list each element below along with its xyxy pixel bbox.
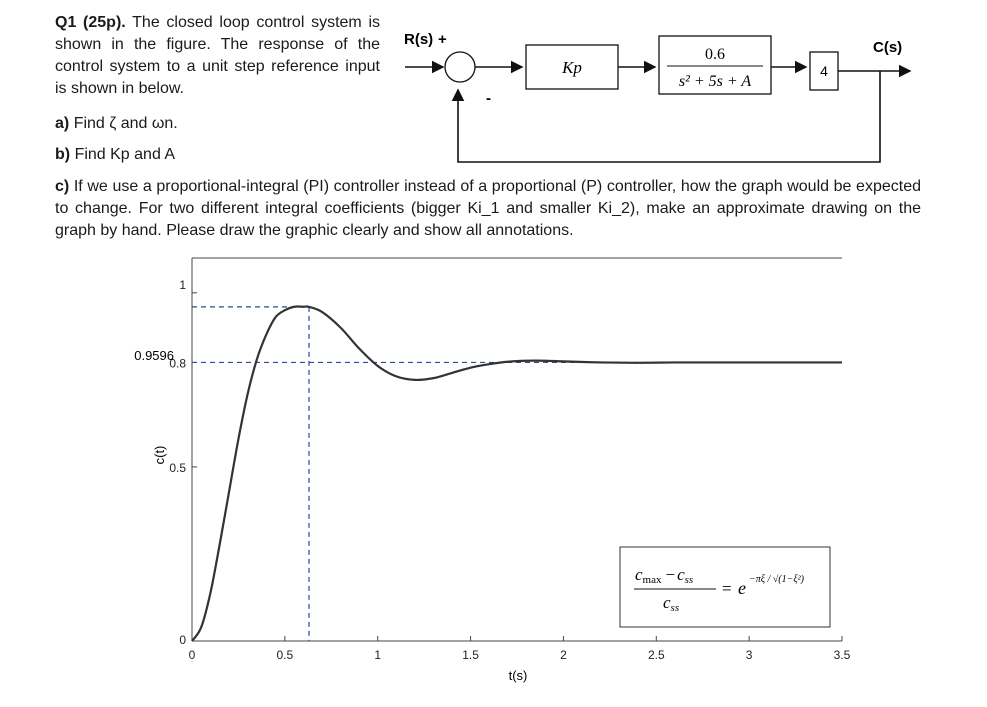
y-tick-label: 0 xyxy=(179,633,186,647)
peak-level-label: 0.9596 xyxy=(134,348,174,363)
formula-equals: = xyxy=(722,579,732,598)
part-b-label: b) xyxy=(55,146,71,163)
output-label: C(s) xyxy=(873,39,902,56)
part-c-label: c) xyxy=(55,178,70,195)
formula-denominator: css xyxy=(663,593,679,614)
plant-block xyxy=(658,35,772,95)
question-intro: Q1 (25p). The closed loop control system… xyxy=(55,12,380,100)
controller-label: Kp xyxy=(561,58,582,77)
x-tick-label: 1 xyxy=(374,648,381,662)
summing-junction xyxy=(444,51,476,83)
part-a-label: a) xyxy=(55,115,70,132)
gain-block xyxy=(809,51,839,91)
part-b: b) Find Kp and A xyxy=(55,144,175,166)
part-c: c) If we use a proportional-integral (PI… xyxy=(55,176,921,242)
y-tick-label: 0.5 xyxy=(169,461,186,475)
input-label: R(s) xyxy=(404,31,433,48)
controller-block xyxy=(525,44,619,90)
formula-base: e xyxy=(738,578,746,598)
x-tick-label: 1.5 xyxy=(462,648,479,662)
part-a-text: Find ζ and ωn. xyxy=(73,115,178,132)
response-curve xyxy=(191,305,842,642)
formula-box xyxy=(619,546,831,628)
x-tick-label: 0.5 xyxy=(277,648,294,662)
y-axis-label: c(t) xyxy=(152,446,167,465)
plot-area xyxy=(192,258,842,641)
x-tick-label: 2 xyxy=(560,648,567,662)
question-intro-text: The closed loop control system is shown … xyxy=(55,14,381,97)
x-axis-label: t(s) xyxy=(509,668,528,683)
x-tick-label: 3.5 xyxy=(834,648,851,662)
minus-sign: - xyxy=(486,90,491,107)
question-number: Q1 (25p). xyxy=(55,14,126,31)
plant-denominator: s² + 5s + A xyxy=(679,73,752,90)
part-b-text: Find Kp and A xyxy=(74,146,176,163)
plus-sign: + xyxy=(438,31,447,48)
y-tick-label: 0.8 xyxy=(169,356,186,370)
part-a: a) Find ζ and ωn. xyxy=(55,113,178,135)
x-tick-label: 0 xyxy=(189,648,196,662)
formula-numerator: cmax − css xyxy=(635,565,693,586)
x-tick-label: 3 xyxy=(746,648,753,662)
feedback-path xyxy=(451,71,881,163)
part-c-text: If we use a proportional-integral (PI) c… xyxy=(55,178,921,239)
plant-numerator: 0.6 xyxy=(705,46,725,63)
gain-label: 4 xyxy=(820,63,828,79)
x-tick-label: 2.5 xyxy=(648,648,665,662)
y-tick-label: 1 xyxy=(179,278,186,292)
formula-exponent: −πξ / √(1−ξ²) xyxy=(749,574,805,585)
